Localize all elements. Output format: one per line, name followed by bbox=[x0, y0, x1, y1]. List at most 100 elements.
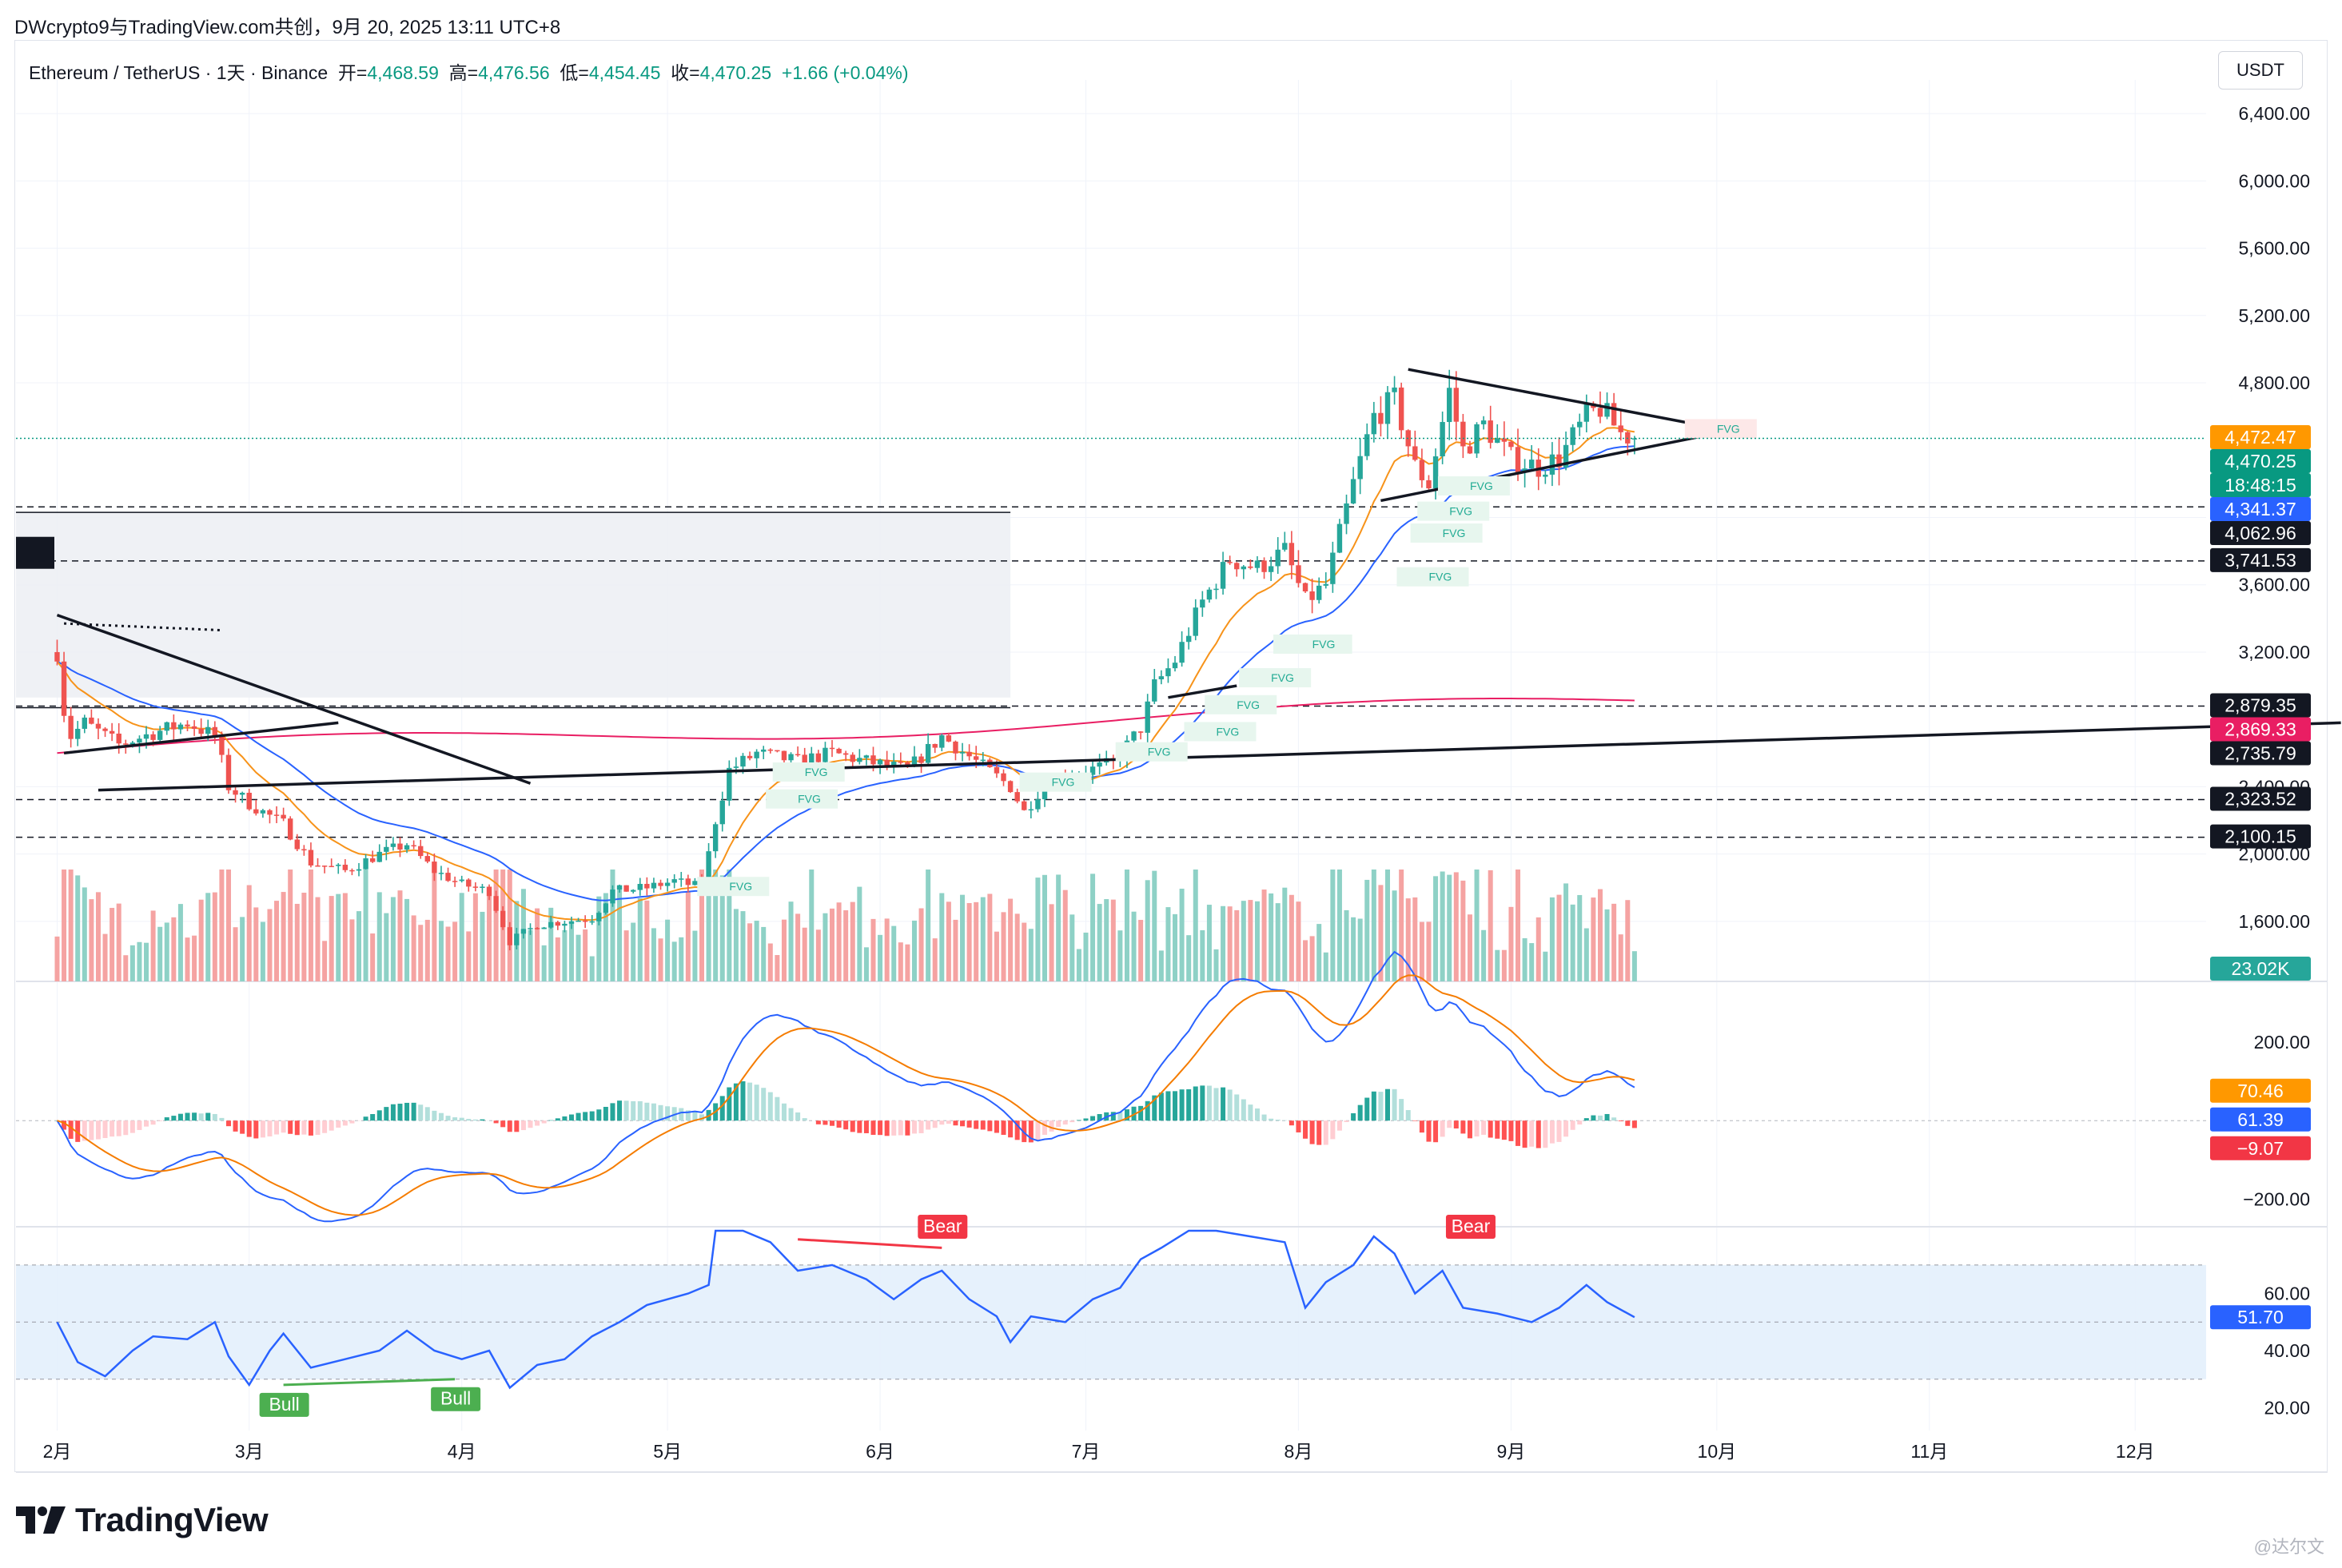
candle-body bbox=[75, 728, 81, 739]
candle bbox=[775, 750, 780, 753]
candle-body bbox=[918, 756, 924, 763]
macd-histogram-bar bbox=[1090, 1116, 1096, 1121]
time-tick-label: 8月 bbox=[1285, 1441, 1313, 1462]
candle-body bbox=[891, 762, 897, 766]
volume-bar bbox=[116, 903, 121, 981]
macd-histogram-bar bbox=[1269, 1118, 1274, 1121]
macd-histogram-bar bbox=[939, 1120, 945, 1125]
macd-histogram-bar bbox=[644, 1102, 650, 1121]
candle bbox=[1193, 599, 1198, 641]
candle-body bbox=[321, 866, 328, 867]
macd-histogram-bar bbox=[1453, 1120, 1459, 1129]
volume-bar bbox=[1419, 921, 1424, 981]
candle bbox=[1378, 396, 1384, 437]
trendlines bbox=[56, 368, 2341, 792]
volume-bar bbox=[1254, 901, 1260, 981]
price-tag: 2,735.79 bbox=[2210, 741, 2311, 766]
candle-body bbox=[191, 726, 197, 730]
macd-histogram-bar bbox=[1495, 1120, 1500, 1139]
volume-bar bbox=[1014, 913, 1020, 981]
candle bbox=[1110, 754, 1116, 770]
macd-histogram-bar bbox=[1344, 1120, 1349, 1123]
candle bbox=[164, 721, 169, 735]
volume-bar bbox=[1173, 913, 1178, 981]
currency-unit-button[interactable]: USDT bbox=[2218, 51, 2303, 90]
macd-histogram-bar bbox=[788, 1108, 794, 1121]
tradingview-logo[interactable]: TradingView bbox=[16, 1501, 269, 1539]
candle bbox=[1495, 424, 1500, 444]
candle-body bbox=[974, 756, 979, 760]
volume-bar bbox=[1269, 893, 1274, 981]
volume-bar bbox=[225, 870, 231, 981]
close-value: 4,470.25 bbox=[699, 62, 772, 83]
candle-body bbox=[418, 846, 424, 857]
price-tag-box bbox=[2210, 786, 2311, 811]
volume-bar bbox=[795, 913, 801, 981]
macd-histogram-bar bbox=[198, 1113, 204, 1121]
volume-bar bbox=[1104, 899, 1109, 981]
volume-bar bbox=[1288, 894, 1294, 981]
volume-bar bbox=[1535, 917, 1541, 981]
candle bbox=[1275, 537, 1281, 575]
volume-bar bbox=[1323, 952, 1328, 981]
macd-histogram-bar bbox=[500, 1120, 506, 1128]
candle bbox=[1007, 780, 1014, 794]
macd-histogram-bar bbox=[1467, 1120, 1472, 1139]
volume-bar bbox=[370, 933, 376, 981]
volume-bar bbox=[555, 937, 560, 981]
macd-histogram-bar bbox=[1179, 1089, 1185, 1121]
volume-bar bbox=[1042, 874, 1047, 981]
volume-bar bbox=[349, 919, 355, 981]
time-tick-label: 12月 bbox=[2116, 1441, 2155, 1462]
candle-body bbox=[1309, 591, 1315, 600]
volume-bar bbox=[294, 903, 300, 981]
volume-bar bbox=[898, 942, 903, 981]
candle-body bbox=[946, 735, 952, 742]
volume-bar bbox=[472, 893, 478, 981]
candle bbox=[1001, 769, 1006, 786]
volume-bar bbox=[185, 937, 190, 981]
candle-body bbox=[740, 755, 746, 767]
macd-histogram-bar bbox=[480, 1119, 485, 1121]
candle-body bbox=[1611, 403, 1617, 426]
volume-bar bbox=[1158, 950, 1164, 981]
macd-histogram-bar bbox=[1241, 1099, 1246, 1121]
volume-bar bbox=[1028, 929, 1034, 981]
candle bbox=[109, 722, 115, 742]
symbol-label[interactable]: Ethereum / TetherUS · 1天 · Binance bbox=[29, 62, 329, 83]
volume-bar bbox=[596, 896, 602, 981]
fvg-label: FVG bbox=[1217, 725, 1240, 738]
volume-bar bbox=[329, 896, 334, 981]
bull-signal-label: Bull bbox=[431, 1387, 481, 1411]
volume-bar bbox=[363, 870, 368, 981]
candle bbox=[1398, 382, 1404, 439]
volume-bar bbox=[1275, 903, 1281, 981]
candle bbox=[754, 749, 759, 768]
volume-bar bbox=[775, 955, 780, 981]
macd-histogram-bar bbox=[651, 1103, 656, 1121]
candle bbox=[664, 878, 671, 892]
candle-body bbox=[452, 881, 458, 882]
price-tag: 3,741.53 bbox=[2210, 547, 2311, 572]
macd-histogram-bar bbox=[1014, 1120, 1020, 1140]
volume-bar bbox=[301, 893, 307, 981]
macd-tag: 70.46 bbox=[2210, 1078, 2311, 1103]
candle-body bbox=[706, 851, 711, 889]
macd-histogram-bar bbox=[555, 1118, 560, 1121]
candle bbox=[603, 902, 609, 915]
candle bbox=[863, 754, 870, 766]
candle-body bbox=[1158, 676, 1165, 679]
candle-body bbox=[980, 759, 986, 762]
volume-bar bbox=[980, 897, 986, 981]
volume-bar bbox=[623, 930, 629, 981]
candle bbox=[1014, 788, 1020, 804]
candle bbox=[500, 905, 506, 930]
candle bbox=[472, 882, 479, 892]
candle-body bbox=[528, 928, 533, 929]
volume-bar bbox=[233, 927, 238, 981]
candle-body bbox=[679, 878, 684, 880]
candle bbox=[925, 733, 931, 766]
volume-bar bbox=[953, 919, 958, 981]
volume-bar bbox=[809, 870, 815, 981]
